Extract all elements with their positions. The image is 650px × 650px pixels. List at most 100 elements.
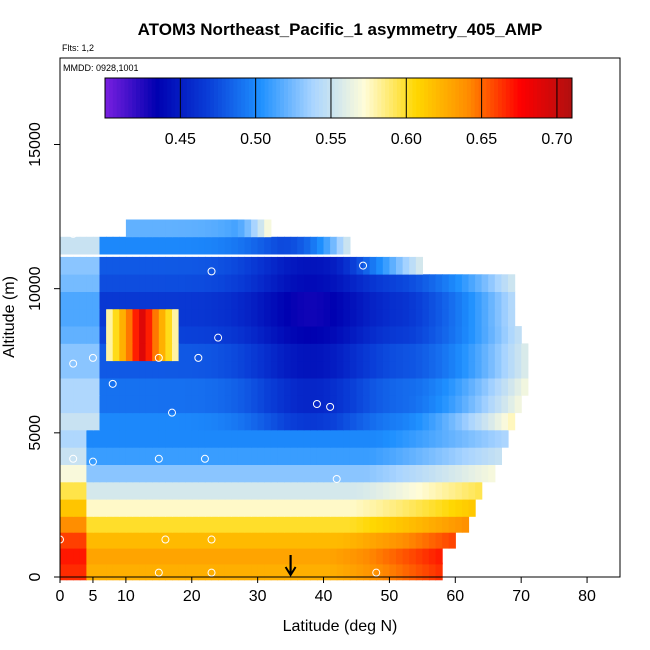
heatmap-cell (369, 481, 377, 500)
heatmap-cell (284, 530, 292, 549)
heatmap-cell (369, 447, 377, 465)
heatmap-cell (145, 546, 153, 565)
heatmap-cell (303, 326, 311, 344)
heatmap-cell (396, 530, 404, 549)
heatmap-cell (422, 530, 430, 549)
heatmap-cell (376, 395, 384, 414)
heatmap-cell (396, 256, 404, 275)
heatmap-cell (508, 291, 516, 310)
heatmap-cell (409, 412, 417, 431)
heatmap-cell (264, 378, 272, 396)
marker-arrow-head (284, 566, 297, 577)
heatmap-cell (284, 515, 292, 533)
heatmap-cell (277, 515, 285, 533)
heatmap-cell (139, 499, 147, 517)
heatmap-cell (92, 308, 101, 327)
heatmap-cell (231, 219, 239, 238)
heatmap-cell (303, 464, 311, 483)
heatmap-cell (165, 343, 173, 362)
heatmap-cell (132, 464, 140, 483)
heatmap-cell (152, 412, 160, 431)
heatmap-cell (428, 447, 437, 465)
heatmap-cell (336, 326, 344, 344)
heatmap-cell (396, 274, 404, 292)
heatmap-cell (448, 274, 456, 292)
colorbar-swatch (447, 78, 452, 118)
heatmap-cell (356, 360, 364, 379)
sample-point (207, 568, 216, 577)
heatmap-cell (323, 236, 331, 255)
heatmap-cell (86, 447, 94, 465)
heatmap-cell (119, 546, 127, 565)
heatmap-cell (145, 219, 153, 238)
heatmap-cell (310, 360, 318, 379)
heatmap-cell (218, 360, 226, 379)
heatmap-cell (461, 343, 470, 362)
heatmap-cell (415, 447, 423, 465)
plot-frame (59, 57, 621, 578)
heatmap-cell (224, 360, 232, 379)
heatmap-cell (376, 291, 384, 310)
heatmap-cell (402, 530, 410, 549)
heatmap-cell (349, 546, 358, 565)
sample-point (372, 568, 381, 577)
heatmap-cell (165, 219, 173, 238)
heatmap-cell (158, 378, 166, 396)
colorbar-tick-label: 0.65 (466, 131, 497, 148)
colorbar-swatch (505, 78, 511, 118)
heatmap-cell (363, 546, 371, 565)
heatmap-cell (323, 430, 331, 448)
heatmap-cell (178, 430, 186, 448)
heatmap-cell (448, 447, 456, 465)
heatmap-cell (270, 308, 278, 327)
heatmap-cell (428, 481, 437, 500)
heatmap-cell (422, 412, 430, 431)
heatmap-cell (231, 562, 239, 581)
colorbar-tick-label: 0.70 (541, 131, 572, 148)
heatmap-cell (99, 515, 107, 533)
heatmap-cell (237, 412, 246, 431)
heatmap-cell (66, 546, 74, 565)
heatmap-cell (389, 412, 397, 431)
colorbar-swatch (393, 78, 398, 118)
heatmap-cell (224, 562, 232, 581)
heatmap-cell (191, 430, 199, 448)
colorbar-swatch (178, 78, 184, 118)
colorbar-swatch (564, 78, 569, 118)
heatmap-cell (415, 546, 423, 565)
heatmap-cell (119, 481, 127, 500)
heatmap-cell (428, 326, 437, 344)
heatmap-cell (165, 360, 173, 379)
heatmap-cell (79, 530, 87, 549)
heatmap-cell (448, 530, 456, 549)
heatmap-cell (343, 562, 351, 581)
heatmap-cell (185, 274, 193, 292)
colorbar-swatch (163, 78, 168, 118)
heatmap-cell (277, 291, 285, 310)
heatmap-cell (132, 236, 140, 255)
heatmap-cell (191, 464, 199, 483)
heatmap-cell (435, 360, 443, 379)
heatmap-cell (435, 546, 443, 565)
heatmap-cell (264, 256, 272, 275)
heatmap-cell (356, 256, 364, 275)
heatmap-cell (125, 256, 134, 275)
heatmap-cell (428, 274, 437, 292)
colorbar-swatch (568, 78, 573, 118)
heatmap-cell (455, 326, 463, 344)
heatmap-cell (152, 378, 160, 396)
heatmap-cell (172, 546, 180, 565)
heatmap-cell (369, 326, 377, 344)
heatmap-cell (330, 464, 338, 483)
heatmap-cell (251, 291, 259, 310)
heatmap-cell (106, 360, 114, 379)
heatmap-cell (158, 464, 166, 483)
heatmap-cell (231, 274, 239, 292)
heatmap-cell (106, 430, 114, 448)
heatmap-cell (402, 274, 410, 292)
heatmap-cell (297, 447, 305, 465)
heatmap-cell (204, 308, 213, 327)
heatmap-cell (448, 481, 456, 500)
heatmap-cell (310, 530, 318, 549)
heatmap-cell (237, 464, 246, 483)
